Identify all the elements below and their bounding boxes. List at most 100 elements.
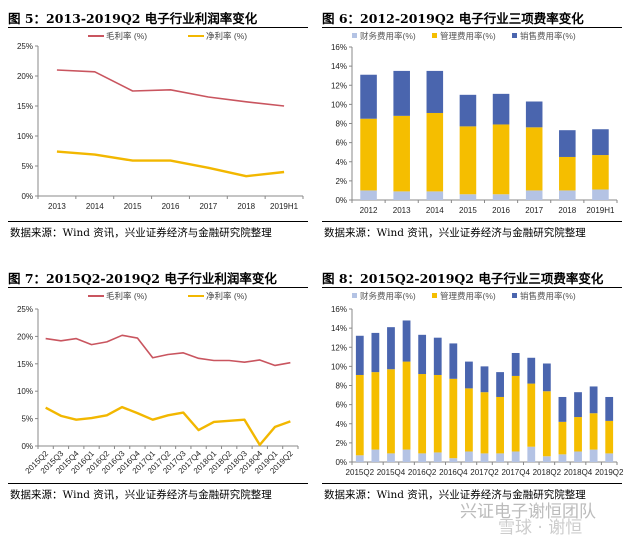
y-tick-label: 0% bbox=[335, 196, 347, 205]
bar-segment-admin bbox=[418, 374, 427, 454]
bar-segment-finance bbox=[496, 453, 504, 462]
y-tick-label: 2% bbox=[335, 439, 347, 448]
x-tick-label: 2017Q4 bbox=[501, 468, 530, 477]
bar-segment-finance bbox=[402, 449, 411, 462]
x-tick-label: 2018 bbox=[558, 206, 576, 215]
legend-label: 财务费用率(%) bbox=[360, 31, 416, 41]
y-tick-label: 4% bbox=[335, 158, 347, 167]
chart-panel-fig8: 图 8：2015Q2-2019Q2 电子行业三项费率变化 0% 2% 4% 6% 8% 1… bbox=[322, 268, 627, 508]
bar-segment-admin bbox=[393, 115, 410, 192]
x-tick-label: 2013 bbox=[48, 202, 66, 211]
bar-segment-sales bbox=[605, 396, 614, 421]
y-tick-label: 2% bbox=[335, 177, 347, 186]
bar-segment-finance bbox=[525, 190, 543, 200]
bar-segment-sales bbox=[525, 101, 543, 128]
title-rule bbox=[322, 27, 622, 28]
bar-segment-finance bbox=[605, 453, 614, 462]
stacked-bar-chart-fig8: 0% 2% 4% 6% 8% 10% 12% 14% 16% 2015Q2 2015Q4 2016Q2… bbox=[331, 291, 624, 477]
bar-segment-finance bbox=[387, 453, 395, 462]
legend-label: 净利率 (%) bbox=[206, 291, 247, 301]
bar-segment-sales bbox=[360, 74, 377, 119]
bar-segment-sales bbox=[589, 386, 598, 414]
title-rule bbox=[322, 287, 622, 288]
bar-segment-finance bbox=[418, 453, 427, 462]
bar-segment-sales bbox=[527, 357, 536, 384]
legend-label: 管理费用率(%) bbox=[440, 291, 496, 301]
watermark-team: 兴证电子谢恒团队 bbox=[460, 502, 596, 522]
line-chart-fig7: 0%5%10%15%20%25%2015Q22015Q32015Q42016Q1… bbox=[17, 291, 299, 476]
y-tick-label: 10% bbox=[331, 362, 347, 371]
bar-segment-sales bbox=[542, 363, 551, 392]
bar-segment-sales bbox=[574, 392, 582, 418]
bar-segment-admin bbox=[465, 388, 473, 452]
y-tick-label: 15% bbox=[17, 102, 33, 111]
y-tick-label: 10% bbox=[17, 387, 33, 396]
bar-segment-admin bbox=[496, 396, 504, 454]
bar-segment-finance bbox=[360, 190, 377, 200]
y-tick-label: 15% bbox=[17, 360, 33, 369]
chart-source: 数据来源：Wind 资讯，兴业证券经济与金融研究院整理 bbox=[324, 227, 586, 239]
legend-swatch bbox=[512, 293, 517, 298]
title-rule bbox=[8, 287, 308, 288]
y-tick-label: 5% bbox=[21, 415, 33, 424]
bar-segment-finance bbox=[480, 453, 489, 462]
x-tick-label: 2015 bbox=[459, 206, 477, 215]
legend-label: 管理费用率(%) bbox=[440, 31, 496, 41]
y-tick-label: 20% bbox=[17, 72, 33, 81]
y-tick-label: 14% bbox=[331, 324, 347, 333]
line-chart-fig5: 0% 5% 10% 15% 20% 25% 2013 2014 2015 2016 2017 2018… bbox=[17, 31, 304, 211]
x-tick-label: 2018 bbox=[237, 202, 255, 211]
bar-segment-finance bbox=[559, 190, 576, 200]
bar-segment-admin bbox=[426, 112, 444, 192]
chart-title: 图 5：2013-2019Q2 电子行业利润率变化 bbox=[8, 11, 258, 26]
chart-source: 数据来源：Wind 资讯，兴业证券经济与金融研究院整理 bbox=[10, 227, 272, 239]
y-tick-label: 8% bbox=[335, 382, 347, 391]
legend-swatch bbox=[352, 33, 357, 38]
bar-segment-admin bbox=[387, 369, 395, 454]
x-tick-label: 2017 bbox=[199, 202, 217, 211]
bar-segment-sales bbox=[492, 93, 510, 125]
bar-segment-admin bbox=[574, 417, 582, 452]
bar-segment-admin bbox=[542, 391, 551, 457]
chart-title: 图 6：2012-2019Q2 电子行业三项费率变化 bbox=[322, 11, 584, 26]
stacked-bar-chart-fig6: 0% 2% 4% 6% 8% 10% 12% 14% 16% 2012 2013 2014 2015 20… bbox=[331, 31, 618, 215]
title-rule bbox=[8, 27, 308, 28]
bar-segment-finance bbox=[574, 451, 582, 462]
y-tick-label: 0% bbox=[21, 192, 33, 201]
x-tick-label: 2016Q4 bbox=[439, 468, 468, 477]
bar-segment-admin bbox=[480, 392, 489, 454]
y-tick-label: 20% bbox=[17, 332, 33, 341]
bar-segment-sales bbox=[387, 327, 395, 370]
x-tick-label: 2012 bbox=[360, 206, 378, 215]
bar-segment-finance bbox=[527, 446, 536, 462]
bar-segment-finance bbox=[459, 194, 477, 200]
chart-panel-fig5: 图 5：2013-2019Q2 电子行业利润率变化 0% 5% 10% 15% 20% 2… bbox=[8, 8, 313, 248]
y-tick-label: 16% bbox=[331, 43, 347, 52]
series-line-gross-margin bbox=[45, 334, 291, 367]
bar-segment-admin bbox=[592, 155, 609, 190]
source-rule bbox=[322, 483, 622, 484]
y-tick-label: 25% bbox=[17, 42, 33, 51]
bar-segment-sales bbox=[465, 361, 473, 389]
bar-segment-admin bbox=[433, 374, 442, 453]
series-line-net-margin bbox=[45, 405, 291, 447]
x-tick-label: 2016Q2 bbox=[408, 468, 437, 477]
bar-segment-admin bbox=[402, 361, 411, 450]
source-rule bbox=[322, 221, 622, 222]
bar-segment-admin bbox=[371, 372, 380, 450]
y-tick-label: 5% bbox=[21, 162, 33, 171]
x-tick-label: 2015Q2 bbox=[346, 468, 375, 477]
bar-segment-admin bbox=[511, 375, 520, 452]
legend-label: 销售费用率(%) bbox=[520, 291, 576, 301]
bar-segment-admin bbox=[527, 383, 536, 447]
x-tick-label: 2015 bbox=[124, 202, 142, 211]
bar-segment-sales bbox=[433, 337, 442, 375]
legend-label: 毛利率 (%) bbox=[106, 31, 147, 41]
x-tick-label: 2016 bbox=[492, 206, 510, 215]
x-tick-label: 2017 bbox=[525, 206, 543, 215]
x-tick-label: 2015Q4 bbox=[377, 468, 406, 477]
legend-swatch bbox=[352, 293, 357, 298]
y-tick-label: 0% bbox=[335, 458, 347, 467]
y-tick-label: 6% bbox=[335, 139, 347, 148]
y-tick-label: 12% bbox=[331, 343, 347, 352]
